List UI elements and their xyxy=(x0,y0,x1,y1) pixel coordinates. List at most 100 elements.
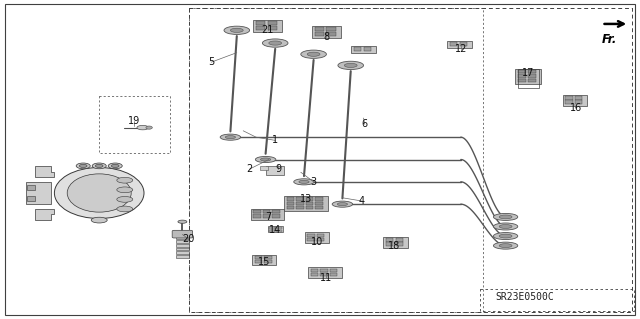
Bar xyxy=(317,234,324,237)
Ellipse shape xyxy=(146,126,152,129)
Text: Fr.: Fr. xyxy=(602,33,617,47)
Bar xyxy=(480,289,634,311)
Bar xyxy=(251,209,284,220)
Text: 16: 16 xyxy=(570,103,582,114)
Text: 1: 1 xyxy=(272,135,278,145)
Bar xyxy=(315,32,324,36)
Ellipse shape xyxy=(117,177,133,183)
Ellipse shape xyxy=(307,52,320,56)
Bar xyxy=(518,79,525,82)
Bar xyxy=(263,214,270,218)
Bar xyxy=(287,202,294,205)
Ellipse shape xyxy=(332,201,353,207)
Bar xyxy=(312,26,340,38)
Bar xyxy=(189,8,483,312)
Bar xyxy=(321,273,328,276)
Ellipse shape xyxy=(493,233,518,240)
Text: 5: 5 xyxy=(208,57,214,67)
Bar xyxy=(330,269,337,272)
Bar xyxy=(264,256,272,259)
Bar xyxy=(354,47,362,51)
Bar xyxy=(563,95,587,106)
Ellipse shape xyxy=(294,179,314,185)
Text: 19: 19 xyxy=(128,116,141,126)
Ellipse shape xyxy=(111,164,119,167)
Ellipse shape xyxy=(92,217,108,223)
Ellipse shape xyxy=(117,187,133,193)
Bar xyxy=(528,74,536,78)
Bar xyxy=(575,100,582,104)
Bar xyxy=(321,269,328,272)
Bar xyxy=(176,244,189,247)
Bar xyxy=(307,234,315,237)
Ellipse shape xyxy=(117,197,133,202)
Bar xyxy=(396,238,403,241)
Text: 6: 6 xyxy=(362,119,368,130)
Bar xyxy=(176,248,189,250)
Ellipse shape xyxy=(260,158,271,161)
Bar xyxy=(272,210,280,213)
Text: 18: 18 xyxy=(388,241,401,251)
Bar xyxy=(450,42,458,46)
Bar xyxy=(264,260,272,263)
Ellipse shape xyxy=(54,167,144,219)
Ellipse shape xyxy=(493,213,518,220)
Ellipse shape xyxy=(76,163,90,169)
Text: 4: 4 xyxy=(358,196,365,206)
Ellipse shape xyxy=(301,50,326,58)
Ellipse shape xyxy=(499,215,512,219)
Bar xyxy=(176,251,189,254)
Ellipse shape xyxy=(499,244,512,248)
Bar xyxy=(515,69,541,85)
Bar xyxy=(284,196,328,211)
Bar xyxy=(305,232,329,243)
Bar xyxy=(315,27,324,31)
Bar xyxy=(276,230,282,232)
Text: 8: 8 xyxy=(323,32,330,42)
Ellipse shape xyxy=(262,39,288,47)
Bar xyxy=(316,202,323,205)
Bar xyxy=(306,205,314,209)
Bar xyxy=(386,238,394,241)
Bar xyxy=(386,242,394,246)
Ellipse shape xyxy=(225,136,236,139)
Bar xyxy=(308,267,342,278)
Bar xyxy=(269,227,275,229)
Bar xyxy=(326,32,335,36)
Ellipse shape xyxy=(344,63,357,67)
Text: 15: 15 xyxy=(257,256,270,267)
Bar xyxy=(268,26,276,30)
Text: 14: 14 xyxy=(269,225,282,235)
Bar xyxy=(307,238,315,241)
Text: 2: 2 xyxy=(246,164,253,174)
Bar xyxy=(27,196,35,201)
Ellipse shape xyxy=(338,61,364,70)
Polygon shape xyxy=(35,209,54,220)
Bar xyxy=(565,96,573,100)
Bar xyxy=(176,240,189,243)
Bar xyxy=(252,255,276,265)
Bar xyxy=(528,79,536,82)
Bar xyxy=(306,202,314,205)
Text: 12: 12 xyxy=(454,44,467,55)
Bar xyxy=(256,26,265,30)
Text: 13: 13 xyxy=(300,194,312,204)
Bar xyxy=(255,260,262,263)
Bar xyxy=(253,210,260,213)
Bar xyxy=(287,197,294,201)
Ellipse shape xyxy=(79,164,87,167)
Text: 11: 11 xyxy=(320,272,333,283)
Bar xyxy=(176,255,189,258)
Bar xyxy=(518,74,525,78)
Bar xyxy=(276,227,282,229)
Ellipse shape xyxy=(493,242,518,249)
Bar xyxy=(326,27,335,31)
Ellipse shape xyxy=(499,234,512,238)
Bar xyxy=(26,182,51,204)
Ellipse shape xyxy=(137,125,148,130)
Bar xyxy=(351,46,376,53)
Bar xyxy=(317,238,324,241)
Ellipse shape xyxy=(92,163,106,169)
Bar xyxy=(565,100,573,104)
Ellipse shape xyxy=(220,134,241,140)
